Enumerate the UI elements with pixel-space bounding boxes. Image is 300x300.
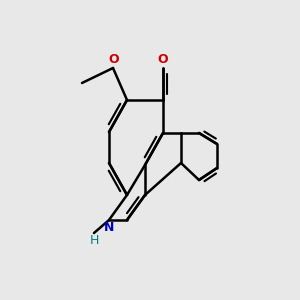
Text: O: O [109,53,119,66]
Text: H: H [89,234,99,247]
Text: N: N [104,221,114,234]
Text: O: O [158,53,168,66]
